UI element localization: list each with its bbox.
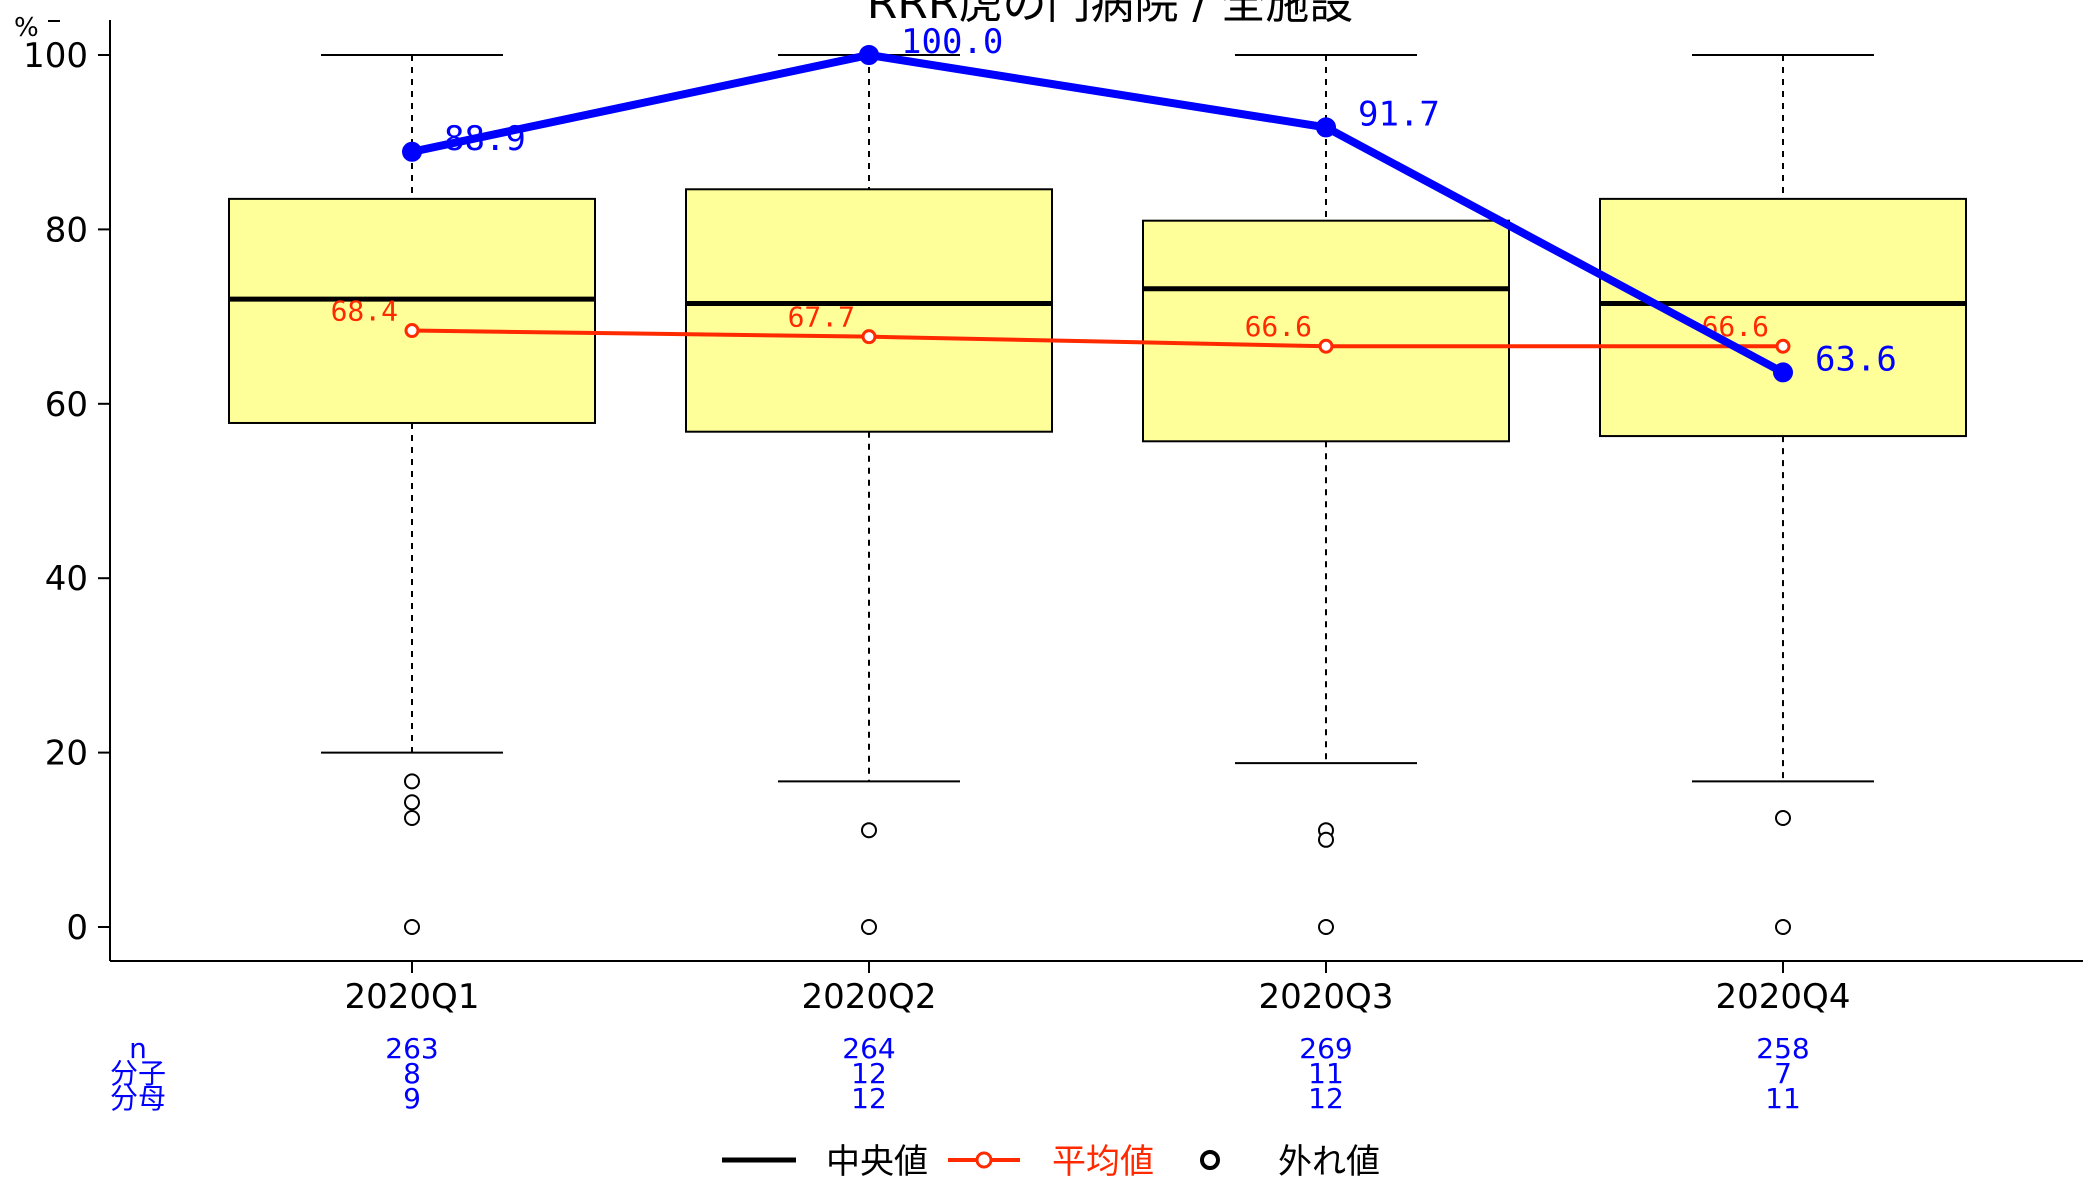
mean-point: [1775, 338, 1791, 354]
table-cell: 264: [842, 1032, 895, 1065]
facility-data-label: 63.6: [1815, 339, 1897, 379]
box-2020Q1: [228, 54, 596, 935]
table-cell: 258: [1756, 1032, 1809, 1065]
facility-point: [1316, 117, 1336, 138]
outlier-point: [1775, 919, 1791, 935]
table-cell: 11: [1308, 1057, 1344, 1090]
facility-data-label: 100.0: [901, 22, 1003, 62]
table-cell: 9: [403, 1082, 421, 1115]
y-tick-label: 80: [45, 210, 88, 250]
facility-point: [859, 45, 879, 65]
y-axis-label: %: [14, 13, 39, 43]
table-row-label: n: [129, 1032, 147, 1065]
table-cell: 12: [1308, 1082, 1344, 1115]
mean-data-label: 67.7: [788, 301, 855, 334]
x-tick-label: 2020Q3: [1259, 977, 1394, 1017]
y-tick-label: 100: [23, 36, 88, 76]
table-cell: 12: [851, 1082, 887, 1115]
x-ticks: 2020Q1 2020Q2 2020Q3 2020Q4: [345, 961, 1851, 1017]
legend-outlier-marker: [1200, 1150, 1220, 1170]
y-tick-label: 0: [66, 908, 88, 948]
legend: 中央値 平均値 外れ値: [722, 1142, 1380, 1181]
facility-point: [402, 141, 422, 162]
y-tick-label: 40: [45, 559, 88, 599]
table-cell: 12: [851, 1057, 887, 1090]
outlier-point: [404, 794, 420, 811]
outlier-point: [1318, 831, 1334, 848]
x-tick-label: 2020Q4: [1716, 977, 1851, 1017]
outlier-point: [404, 773, 420, 790]
mean-point: [1318, 338, 1334, 354]
table-row-label: 分母: [110, 1082, 166, 1115]
chart-title: RRR虎の門病院 / 全施設: [867, 0, 1354, 29]
table-cell: 263: [385, 1032, 438, 1065]
outlier-point: [861, 919, 877, 935]
y-tick-label: 60: [45, 385, 88, 425]
mean-line: [411, 328, 1783, 349]
outlier-point: [1775, 810, 1791, 826]
legend-mean-label: 平均値: [1052, 1142, 1154, 1181]
mean-data-label: 68.4: [331, 295, 398, 328]
box-2020Q4: [1599, 54, 1967, 935]
mean-data-label: 66.6: [1245, 310, 1312, 343]
y-tick-label: 20: [45, 734, 88, 774]
x-tick-label: 2020Q1: [345, 977, 480, 1017]
mean-point: [404, 323, 420, 339]
facility-data-label: 88.9: [444, 119, 526, 159]
x-tick-label: 2020Q2: [802, 977, 937, 1017]
facility-line: [411, 50, 1785, 376]
outlier-point: [861, 822, 877, 839]
box-iqr: [228, 197, 596, 424]
box-2020Q3: [1142, 54, 1510, 935]
y-ticks: 0 20 40 60 80 100: [23, 36, 110, 948]
outlier-point: [1318, 919, 1334, 935]
facility-data-label: 91.7: [1358, 94, 1440, 134]
facility-point: [1773, 362, 1793, 383]
boxes: [228, 54, 1967, 935]
table-row-label: 分子: [110, 1057, 166, 1090]
box-2020Q2: [685, 54, 1053, 935]
box-iqr: [685, 188, 1053, 433]
box-iqr: [1142, 219, 1510, 443]
table-cell: 11: [1765, 1082, 1801, 1115]
outlier-point: [404, 810, 420, 826]
table-cell: 269: [1299, 1032, 1352, 1065]
mean-point: [861, 329, 877, 345]
outlier-point: [404, 919, 420, 935]
table-cell: 8: [403, 1057, 421, 1090]
table-cell: 7: [1774, 1057, 1792, 1090]
legend-median-label: 中央値: [826, 1142, 928, 1181]
legend-mean-marker: [975, 1151, 993, 1169]
box-iqr: [1599, 197, 1967, 438]
legend-outlier-label: 外れ値: [1278, 1142, 1380, 1181]
